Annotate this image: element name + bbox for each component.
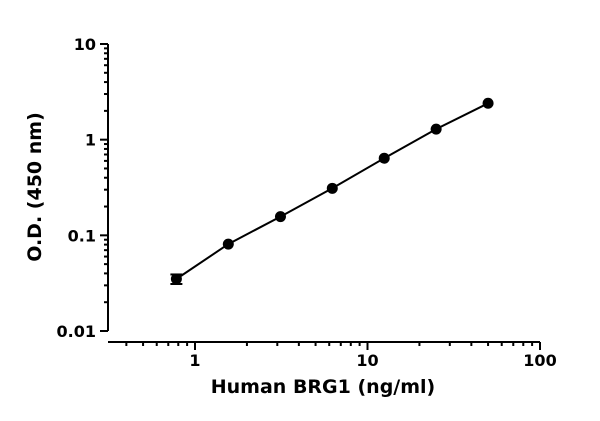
x-tick-label: 1: [189, 351, 200, 370]
data-point: [274, 211, 286, 223]
data-point: [326, 182, 338, 194]
y-tick-label: 0.1: [68, 226, 96, 245]
x-axis-label: Human BRG1 (ng/ml): [211, 376, 435, 398]
y-tick-label: 0.01: [57, 322, 96, 341]
data-point: [170, 273, 182, 285]
y-tick-label: 10: [74, 35, 96, 54]
y-axis-label: O.D. (450 nm): [24, 112, 46, 262]
x-tick-label: 10: [356, 351, 378, 370]
y-tick-label: 1: [85, 131, 96, 150]
data-points: [170, 97, 494, 285]
data-point: [482, 97, 494, 109]
data-point: [222, 238, 234, 250]
data-point: [378, 152, 390, 164]
axes: 0.01 0.1 1 10 1 10 100: [57, 35, 557, 370]
data-point: [430, 123, 442, 135]
x-tick-label: 100: [523, 351, 556, 370]
